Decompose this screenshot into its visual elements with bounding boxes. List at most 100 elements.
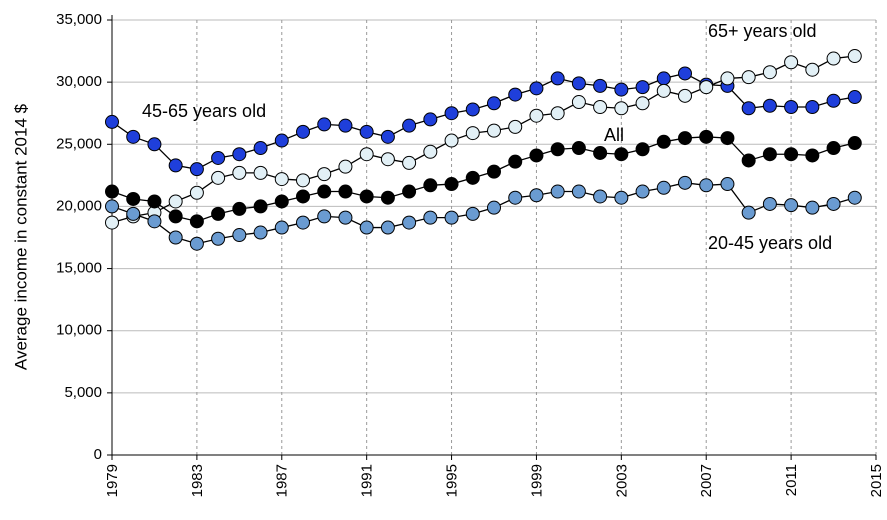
x-tick-label: 2011: [783, 464, 800, 496]
data-point: [232, 201, 247, 216]
data-point: [614, 147, 629, 162]
data-point: [805, 200, 820, 215]
data-point: [656, 134, 671, 149]
data-point: [762, 147, 777, 162]
data-point: [487, 164, 501, 179]
data-point: [805, 62, 820, 77]
data-point: [593, 78, 608, 93]
data-point: [699, 129, 714, 144]
data-point: [380, 152, 395, 167]
data-point: [147, 137, 162, 152]
data-point: [826, 196, 841, 211]
x-tick-label: 2007: [698, 464, 715, 497]
data-point: [741, 153, 756, 168]
data-point: [720, 131, 735, 146]
data-point: [296, 124, 310, 139]
data-point: [805, 100, 820, 114]
data-point: [635, 80, 650, 95]
data-point: [444, 210, 459, 225]
data-point: [847, 90, 862, 105]
data-point: [296, 215, 310, 230]
data-point: [762, 196, 777, 211]
data-point: [338, 118, 353, 133]
data-point: [402, 118, 417, 133]
data-point: [465, 170, 480, 185]
data-point: [105, 215, 119, 230]
data-point: [699, 178, 714, 193]
data-point: [253, 199, 268, 214]
data-point: [465, 102, 480, 117]
y-tick-label: 20,000: [56, 197, 102, 214]
data-point: [189, 185, 204, 200]
data-point: [423, 210, 438, 225]
data-point: [826, 51, 841, 66]
data-point: [529, 81, 544, 96]
data-point: [720, 177, 735, 192]
data-point: [126, 129, 141, 144]
data-point: [614, 82, 629, 97]
data-point: [211, 206, 226, 221]
data-point: [571, 76, 586, 91]
data-point: [317, 167, 332, 182]
data-point: [699, 80, 714, 95]
y-tick-label: 25,000: [56, 135, 102, 152]
data-point: [593, 145, 608, 160]
data-point: [274, 220, 289, 235]
data-point: [550, 71, 565, 86]
data-point: [147, 194, 162, 209]
data-point: [784, 55, 799, 70]
data-point: [656, 180, 671, 195]
data-point: [317, 209, 332, 224]
data-point: [211, 150, 226, 165]
data-point: [296, 189, 310, 204]
data-point: [126, 206, 141, 221]
data-point: [359, 220, 374, 235]
data-point: [444, 133, 459, 148]
data-point: [253, 165, 268, 180]
data-point: [656, 71, 671, 86]
data-point: [741, 101, 756, 116]
data-point: [550, 106, 565, 121]
data-point: [784, 100, 799, 114]
data-point: [338, 210, 353, 225]
data-point: [656, 83, 671, 98]
data-point: [487, 96, 501, 111]
x-tick-label: 2015: [868, 464, 885, 497]
x-tick-label: 1991: [359, 464, 376, 497]
data-point: [635, 184, 650, 199]
data-point: [465, 126, 480, 141]
data-point: [402, 184, 417, 199]
series-label: 45-65 years old: [142, 101, 266, 121]
data-point: [274, 172, 289, 187]
data-point: [762, 65, 777, 80]
data-point: [720, 71, 735, 86]
data-point: [105, 199, 119, 214]
data-point: [380, 220, 395, 235]
data-point: [678, 66, 692, 81]
data-point: [487, 200, 501, 215]
data-point: [593, 100, 608, 114]
data-point: [635, 142, 650, 157]
data-point: [189, 214, 204, 229]
x-tick-label: 1979: [104, 464, 121, 497]
data-point: [465, 206, 480, 221]
series-label: 20-45 years old: [708, 233, 832, 253]
data-point: [508, 154, 523, 169]
data-point: [232, 165, 247, 180]
data-point: [253, 141, 268, 156]
data-point: [444, 106, 459, 121]
x-tick-label: 1983: [189, 464, 206, 497]
data-point: [571, 141, 586, 156]
data-point: [571, 95, 586, 110]
x-tick-label: 1987: [274, 464, 291, 497]
data-point: [826, 141, 841, 156]
data-point: [826, 93, 841, 108]
data-point: [784, 147, 799, 162]
y-tick-label: 0: [94, 446, 102, 463]
data-point: [529, 188, 544, 203]
data-point: [423, 112, 438, 127]
data-point: [105, 184, 119, 199]
data-point: [232, 228, 247, 243]
data-point: [550, 142, 565, 157]
